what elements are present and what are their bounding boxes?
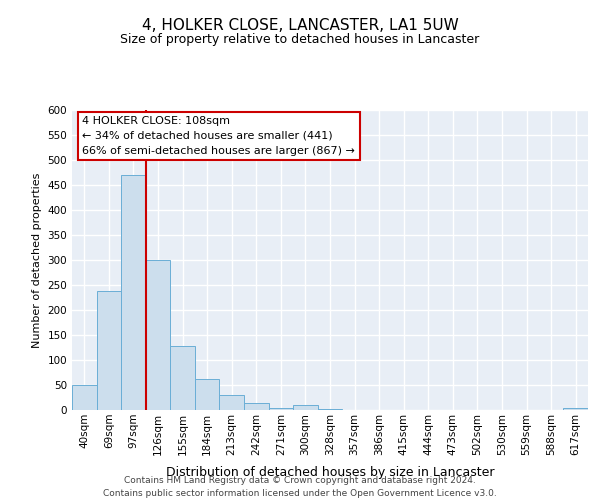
Bar xyxy=(269,408,293,410)
Bar xyxy=(563,408,588,410)
Text: 4 HOLKER CLOSE: 108sqm
← 34% of detached houses are smaller (441)
66% of semi-de: 4 HOLKER CLOSE: 108sqm ← 34% of detached… xyxy=(82,116,355,156)
Bar xyxy=(121,175,146,410)
Bar xyxy=(72,385,97,410)
Bar xyxy=(170,346,195,410)
Bar xyxy=(146,260,170,410)
Text: Size of property relative to detached houses in Lancaster: Size of property relative to detached ho… xyxy=(121,32,479,46)
Bar xyxy=(97,291,121,410)
Bar xyxy=(318,409,342,410)
Text: 4, HOLKER CLOSE, LANCASTER, LA1 5UW: 4, HOLKER CLOSE, LANCASTER, LA1 5UW xyxy=(142,18,458,32)
Y-axis label: Number of detached properties: Number of detached properties xyxy=(32,172,42,348)
Bar xyxy=(220,395,244,410)
Bar xyxy=(293,405,318,410)
Bar xyxy=(195,379,220,410)
Bar xyxy=(244,402,269,410)
X-axis label: Distribution of detached houses by size in Lancaster: Distribution of detached houses by size … xyxy=(166,466,494,479)
Text: Contains HM Land Registry data © Crown copyright and database right 2024.
Contai: Contains HM Land Registry data © Crown c… xyxy=(103,476,497,498)
